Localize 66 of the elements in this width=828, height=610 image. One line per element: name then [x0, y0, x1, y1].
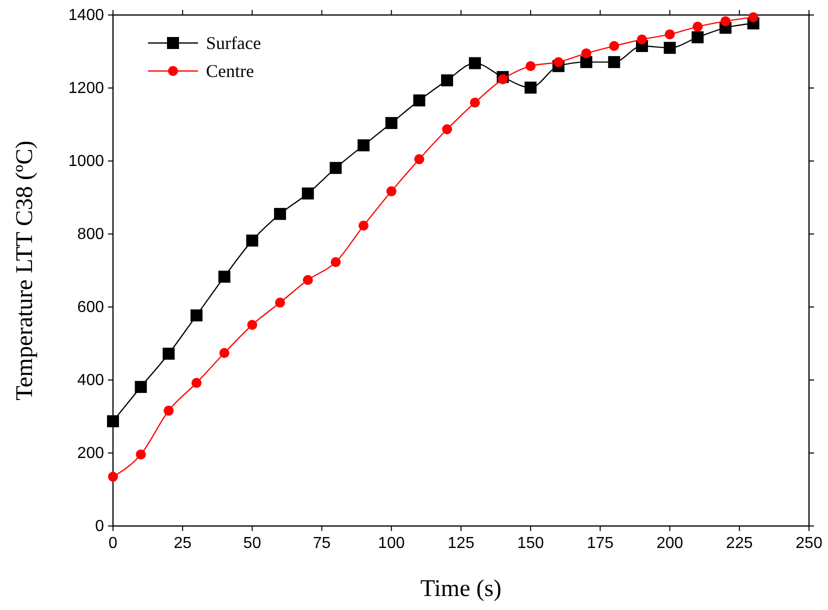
x-tick-label: 0	[108, 535, 118, 552]
point	[108, 472, 118, 482]
point	[609, 41, 620, 52]
point	[442, 124, 452, 134]
point	[470, 98, 480, 108]
x-tick-label: 225	[726, 535, 753, 552]
y-tick-label: 1400	[68, 7, 104, 24]
x-tick-label: 250	[796, 535, 822, 552]
point	[636, 34, 647, 44]
point	[414, 154, 424, 164]
x-axis-title: Time (s)	[420, 576, 502, 602]
point	[664, 42, 676, 54]
point	[608, 56, 620, 68]
point	[107, 415, 119, 428]
point	[524, 82, 537, 94]
y-tick-label: 0	[95, 518, 104, 535]
y-tick-label: 1000	[68, 153, 104, 170]
point	[358, 220, 369, 231]
point	[219, 348, 230, 358]
legend-label: Centre	[206, 61, 254, 81]
y-axis-title: Temperature LTT C38 (ºC)	[12, 140, 38, 400]
point	[247, 320, 258, 330]
point	[580, 56, 592, 68]
point	[192, 378, 202, 388]
point	[720, 16, 730, 26]
point	[218, 270, 230, 283]
point	[386, 186, 396, 196]
y-tick-label: 1200	[68, 80, 104, 97]
point	[302, 187, 314, 200]
point	[164, 406, 174, 416]
x-tick-label: 150	[517, 535, 544, 552]
point	[330, 257, 341, 268]
point	[302, 274, 313, 285]
point	[275, 298, 286, 308]
point	[581, 48, 592, 58]
y-tick-label: 200	[77, 445, 104, 462]
y-tick-label: 800	[77, 226, 104, 243]
point	[498, 74, 508, 84]
point	[162, 348, 175, 360]
x-tick-label: 50	[243, 535, 262, 552]
x-tick-label: 25	[174, 535, 192, 552]
point	[664, 29, 675, 40]
point	[134, 380, 147, 393]
point	[274, 208, 286, 220]
point	[553, 57, 564, 68]
point	[136, 449, 146, 460]
point	[358, 139, 370, 152]
x-tick-label: 125	[448, 535, 474, 552]
point	[692, 31, 704, 44]
point	[526, 61, 536, 72]
y-tick-label: 400	[77, 372, 104, 389]
point	[413, 94, 426, 106]
point	[330, 162, 342, 174]
x-tick-label: 175	[586, 535, 614, 552]
point	[748, 12, 758, 22]
point	[468, 57, 481, 70]
x-tick-label: 100	[378, 535, 405, 552]
point	[190, 309, 203, 322]
point	[441, 74, 454, 86]
y-tick-label: 600	[77, 299, 104, 316]
point	[246, 234, 258, 247]
x-tick-label: 75	[312, 535, 331, 552]
point	[385, 117, 398, 130]
point	[692, 22, 703, 32]
x-tick-label: 200	[656, 535, 684, 552]
legend-label: Surface	[206, 33, 261, 53]
